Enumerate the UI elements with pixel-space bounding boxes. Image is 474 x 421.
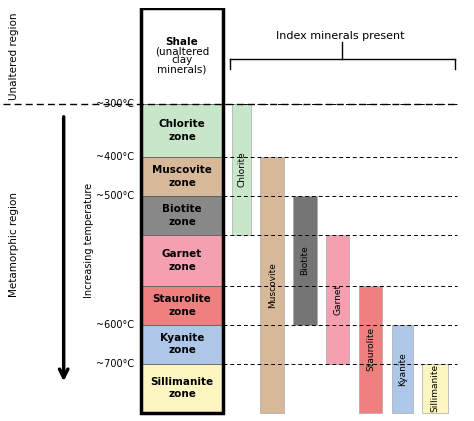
Text: Biotite
zone: Biotite zone — [162, 204, 202, 226]
Text: Shale: Shale — [165, 37, 198, 47]
Bar — [141, 8, 223, 413]
Text: Chlorite: Chlorite — [237, 152, 246, 187]
Text: Muscovite
zone: Muscovite zone — [152, 165, 212, 188]
Text: minerals): minerals) — [157, 64, 207, 74]
Text: ~500°C: ~500°C — [96, 191, 134, 201]
Text: Increasing temperature: Increasing temperature — [84, 183, 94, 298]
Text: Biotite: Biotite — [301, 245, 310, 275]
Text: Garnet
zone: Garnet zone — [162, 249, 202, 272]
Bar — [141, 325, 223, 364]
Text: Unaltered region: Unaltered region — [9, 13, 19, 101]
Text: Muscovite: Muscovite — [268, 262, 277, 308]
Bar — [293, 196, 317, 325]
Text: Index minerals present: Index minerals present — [276, 31, 404, 41]
Bar — [141, 157, 223, 196]
Bar — [422, 364, 448, 413]
Text: Garnet: Garnet — [333, 284, 342, 315]
Text: Kyanite: Kyanite — [398, 352, 407, 386]
Text: Metamorphic region: Metamorphic region — [9, 192, 19, 298]
Text: Sillimanite: Sillimanite — [430, 364, 439, 412]
Bar — [326, 235, 349, 364]
Bar — [141, 235, 223, 286]
Text: ~400°C: ~400°C — [96, 152, 134, 162]
Text: clay: clay — [171, 55, 192, 65]
Bar — [232, 104, 251, 235]
Text: ~300°C: ~300°C — [96, 99, 134, 109]
Bar — [260, 157, 284, 413]
Text: Staurolite: Staurolite — [366, 327, 375, 371]
Bar — [359, 286, 382, 413]
Text: ~600°C: ~600°C — [96, 320, 134, 330]
Text: Chlorite
zone: Chlorite zone — [159, 119, 205, 141]
Text: Kyanite
zone: Kyanite zone — [160, 333, 204, 355]
Text: ~700°C: ~700°C — [96, 359, 134, 369]
Bar — [141, 104, 223, 157]
Bar — [392, 325, 413, 413]
Bar — [141, 196, 223, 235]
Text: Staurolite
zone: Staurolite zone — [153, 294, 211, 317]
Text: Sillimanite
zone: Sillimanite zone — [150, 377, 213, 400]
Text: (unaltered: (unaltered — [155, 46, 209, 56]
Bar — [141, 286, 223, 325]
Bar — [141, 364, 223, 413]
Bar — [141, 8, 223, 104]
